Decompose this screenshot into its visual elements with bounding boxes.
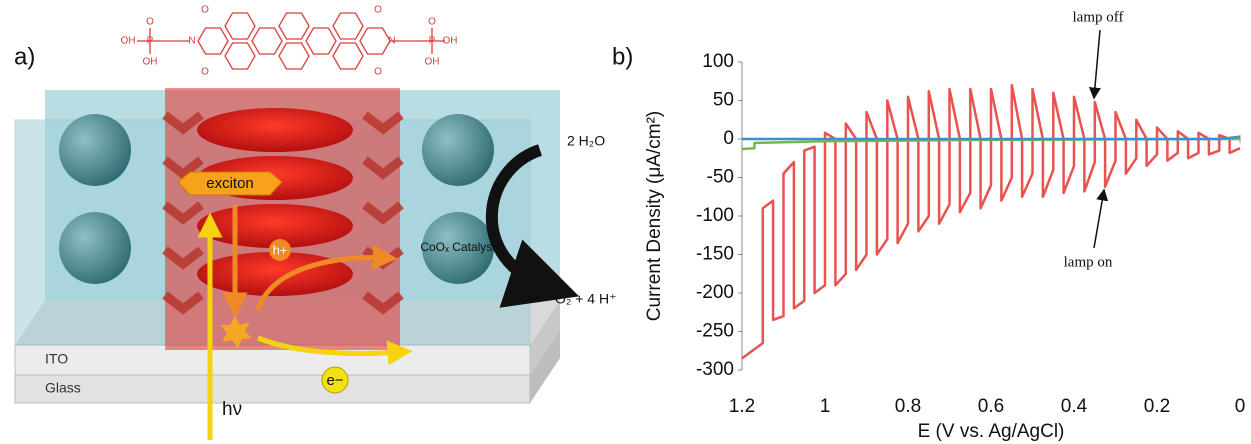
panel-label: a)	[14, 43, 35, 70]
electron-arrow	[257, 335, 413, 366]
ring	[251, 27, 283, 55]
series-line	[741, 83, 1241, 360]
hole-label: h+	[273, 242, 288, 257]
annotation-arrow	[1088, 29, 1101, 100]
catalyst-label: CoOₓ Catalyst	[420, 240, 496, 254]
panel-label: b)	[612, 43, 633, 70]
x-tick-label: 0	[1235, 396, 1246, 417]
ring	[224, 12, 256, 40]
atom-label: O	[146, 17, 154, 28]
x-tick-label: 0.8	[895, 396, 921, 417]
glass-label: Glass	[45, 380, 81, 396]
y-tick-label: 50	[713, 90, 734, 111]
atom-label: O	[374, 5, 382, 16]
schematic: exciton h+ e− ITO Glass hν 2 H₂O O₂ + 4 …	[14, 5, 616, 440]
anchors	[162, 111, 404, 315]
atom-label: P	[429, 36, 436, 47]
water-label: 2 H₂O	[567, 133, 605, 149]
ring	[332, 42, 364, 70]
atom-label: P	[147, 36, 154, 47]
x-tick-label: 1.2	[729, 396, 755, 417]
atom-label: O	[201, 67, 209, 78]
glass-layer	[14, 374, 531, 404]
atom-label: O	[201, 5, 209, 16]
hole-arrow	[255, 244, 398, 311]
annotation-arrow	[1093, 188, 1109, 249]
exciton-burst	[177, 171, 283, 196]
y-tick-label: -300	[696, 359, 734, 380]
ring	[197, 27, 229, 55]
ring	[359, 27, 391, 55]
ring	[305, 27, 337, 55]
atom-label: OH	[443, 36, 458, 47]
atom-label: O	[374, 67, 382, 78]
catalyst-sphere	[422, 114, 494, 186]
ito-label: ITO	[45, 351, 68, 367]
y-axis-label: Current Density (μA/cm²)	[644, 111, 665, 321]
y-tick-label: -200	[696, 282, 734, 303]
atom-label: OH	[121, 36, 136, 47]
series-line	[742, 135, 1241, 141]
glass-side	[530, 330, 560, 403]
y-tick-label: 100	[702, 51, 734, 72]
atom-label: N	[188, 36, 195, 47]
catalyst-sphere	[59, 114, 131, 186]
chart: b) 100 50 0 -50 -100 -150 -200 -250 -300 1.2 1 0.8 0…	[612, 9, 1245, 442]
atom-label: OH	[425, 57, 440, 68]
y-tick-label: 0	[723, 128, 734, 149]
dye-disc	[197, 108, 353, 152]
hole-ball	[269, 239, 291, 261]
ring	[278, 12, 310, 40]
electron-ball	[321, 366, 349, 394]
y-tick-label: -50	[707, 167, 734, 188]
ring	[224, 42, 256, 70]
exciton-label: exciton	[206, 175, 254, 192]
catalyst-sphere	[59, 212, 131, 284]
atom-label: O	[428, 17, 436, 28]
annotation: lamp off	[1073, 9, 1124, 25]
x-tick-label: 0.2	[1144, 396, 1170, 417]
ring	[332, 12, 364, 40]
ito-side	[530, 300, 560, 375]
ring	[278, 42, 310, 70]
products-label: O₂ + 4 H⁺	[555, 291, 616, 307]
x-axis-label: E (V vs. Ag/AgCl)	[918, 421, 1065, 442]
atom-label: N	[388, 36, 395, 47]
y-tick-label: -100	[696, 205, 734, 226]
x-tick-label: 1	[820, 396, 831, 417]
electron-label: e−	[326, 372, 343, 389]
photon-label: hν	[222, 399, 242, 420]
charge-separation	[220, 316, 252, 348]
annotation: lamp on	[1064, 254, 1113, 270]
atom-label: OH	[143, 57, 158, 68]
y-tick-label: -150	[696, 244, 734, 265]
x-tick-label: 0.4	[1061, 396, 1088, 417]
oxidation-arrow	[485, 144, 580, 308]
catalyst-sphere	[422, 212, 494, 284]
x-tick-label: 0.6	[978, 396, 1004, 417]
y-tick-label: -250	[696, 321, 734, 342]
